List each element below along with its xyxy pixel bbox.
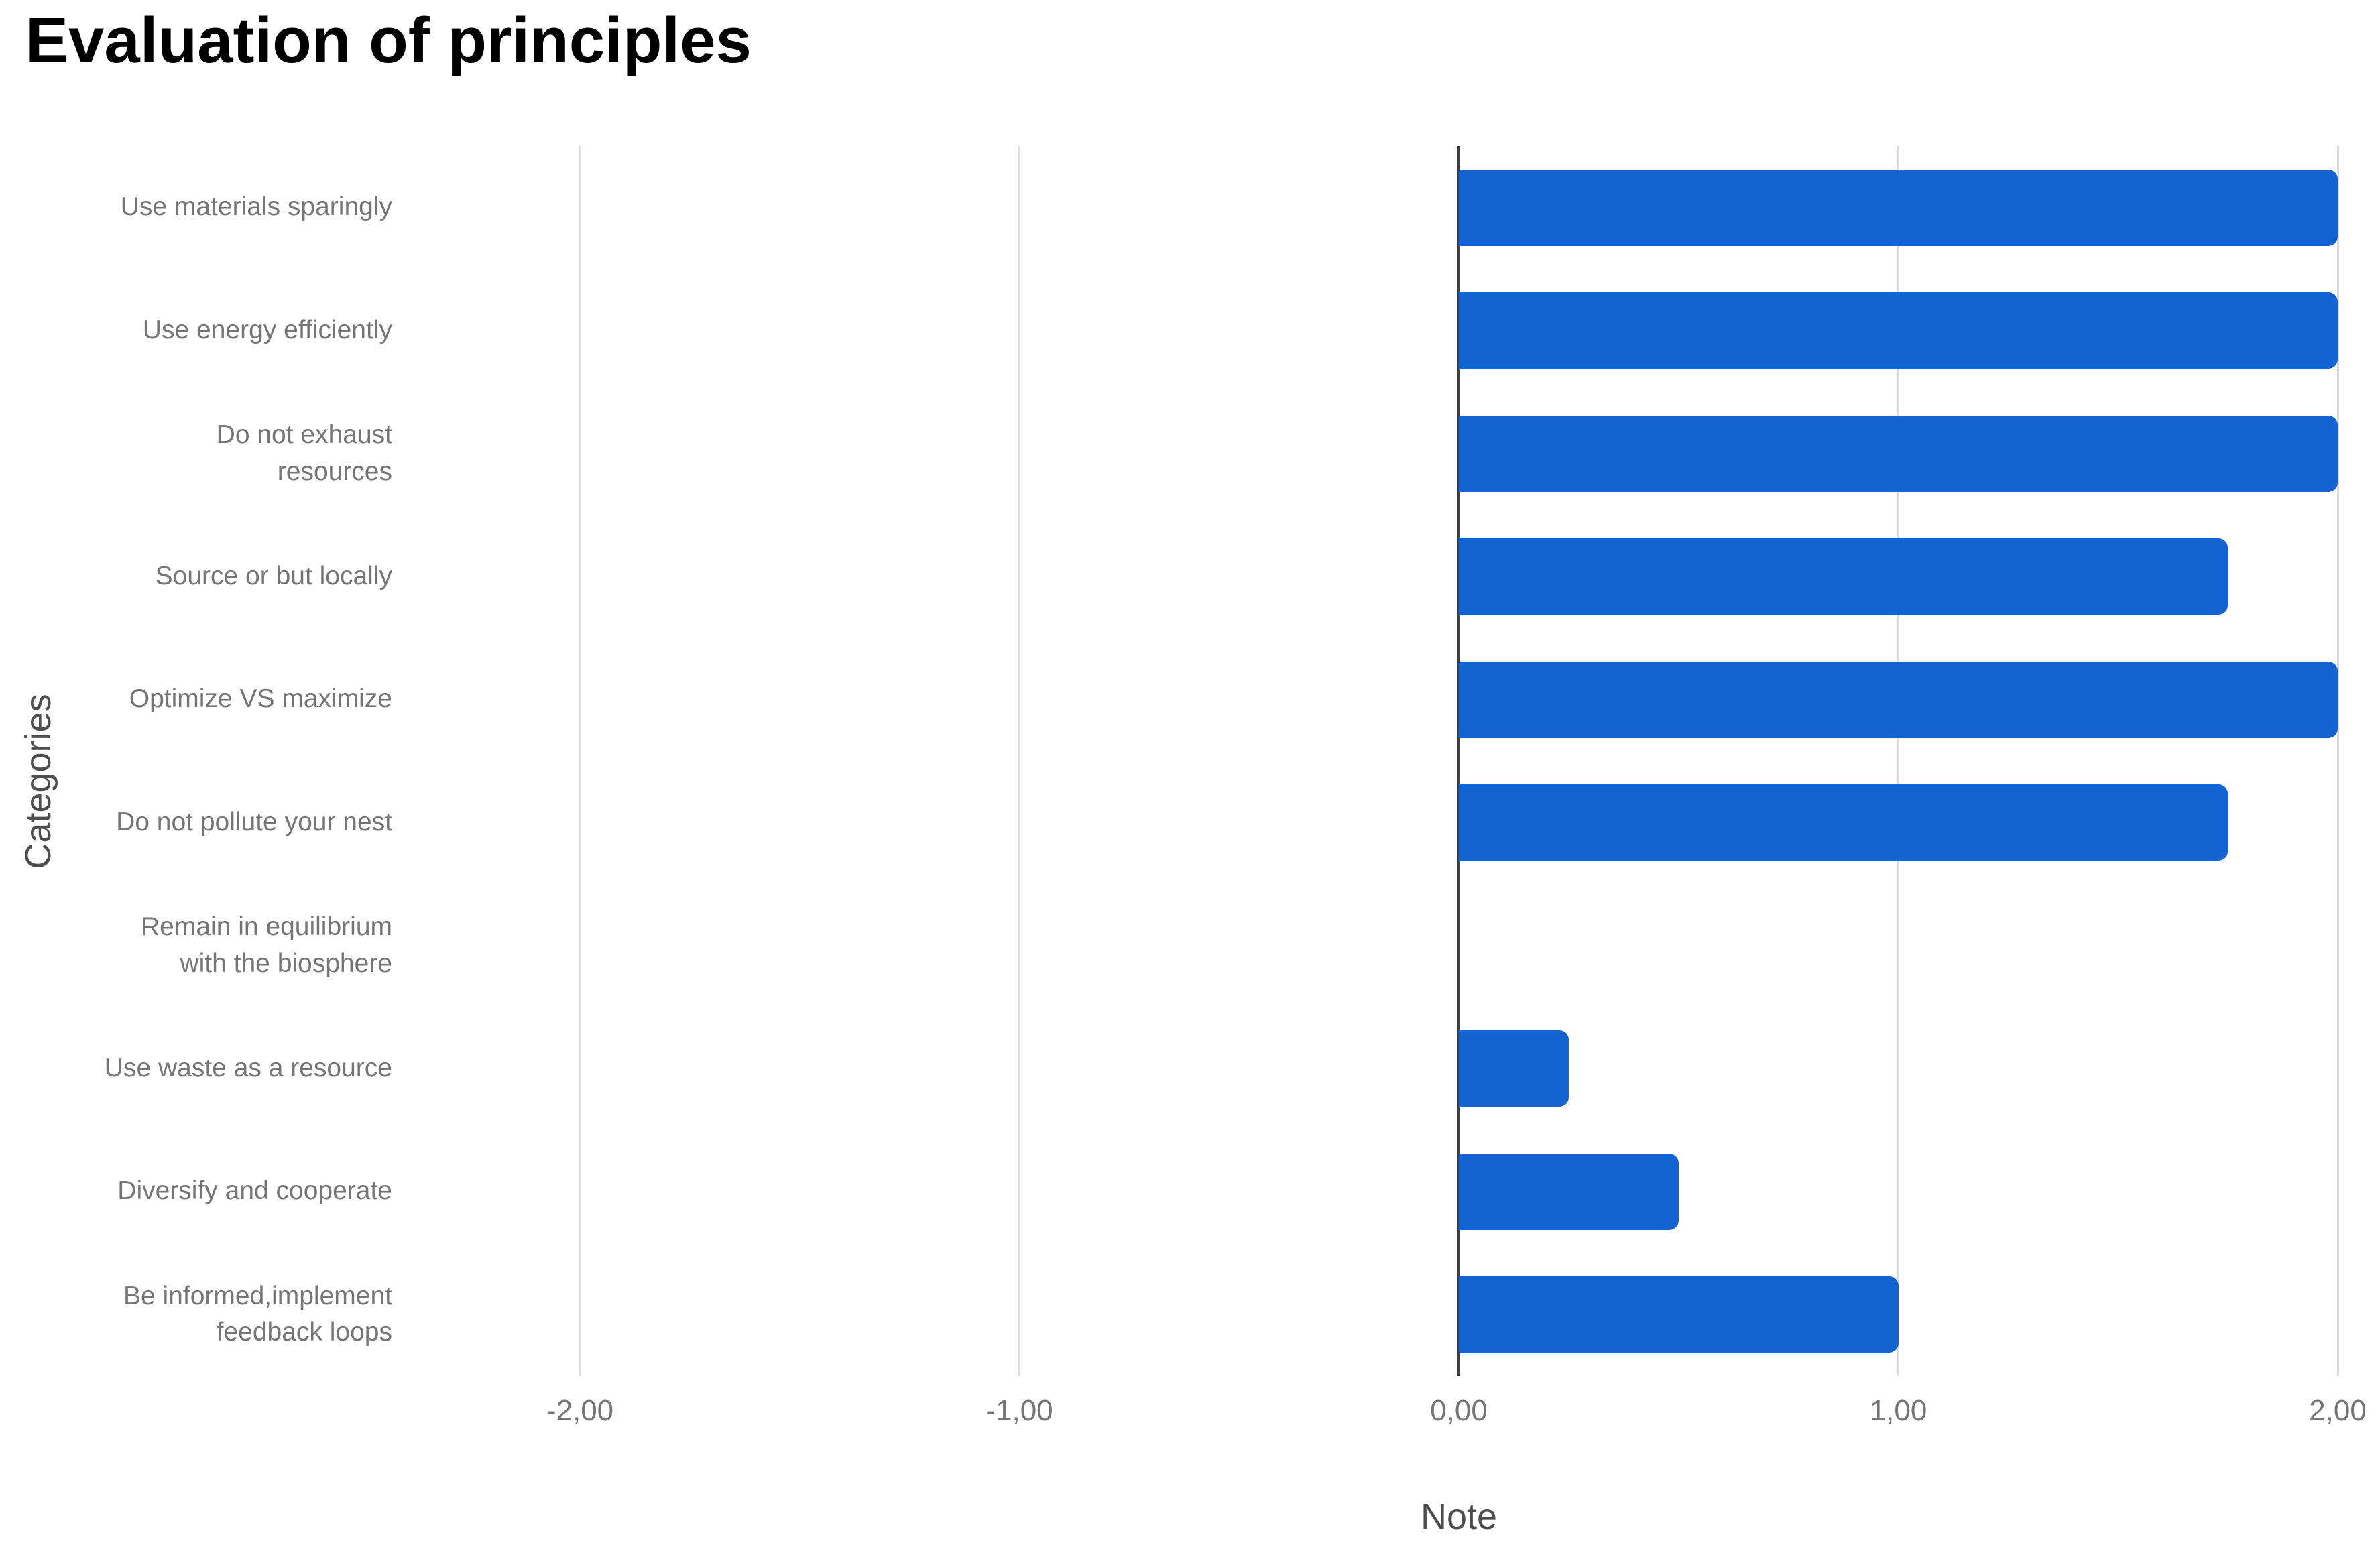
bar [1459,661,2338,738]
gridline [1897,146,1899,1376]
plot-area [579,146,2339,1376]
x-tick-label: 2,00 [2309,1394,2367,1427]
category-label: Do not exhaust resources [216,420,392,486]
bar [1459,1030,1569,1107]
category-label: Remain in equilibrium with the biosphere [141,912,392,978]
category-label: Diversify and cooperate [117,1176,392,1206]
category-label: Use energy efficiently [142,315,392,345]
gridline [1018,146,1020,1376]
bar [1459,415,2338,492]
x-tick-label: 1,00 [1869,1394,1927,1427]
bar [1459,169,2338,246]
bar [1459,1276,1899,1353]
bar [1459,538,2228,615]
category-label: Use materials sparingly [120,192,392,222]
bar [1459,1153,1679,1230]
x-tick-label: -1,00 [986,1394,1053,1427]
bar [1459,784,2228,861]
category-label: Be informed,implement feedback loops [123,1281,392,1347]
x-tick-label: -2,00 [546,1394,614,1427]
gridline [2336,146,2339,1376]
bar [1459,292,2338,369]
category-label: Optimize VS maximize [129,684,392,714]
chart-title: Evaluation of principles [25,5,752,76]
category-label: Source or but locally [155,561,392,590]
zero-axis-line [1457,146,1460,1376]
x-axis-title: Note [1420,1497,1498,1537]
x-tick-label: 0,00 [1430,1394,1488,1427]
gridline [579,146,581,1376]
category-label: Do not pollute your nest [116,807,392,836]
category-label: Use waste as a resource [104,1053,392,1082]
